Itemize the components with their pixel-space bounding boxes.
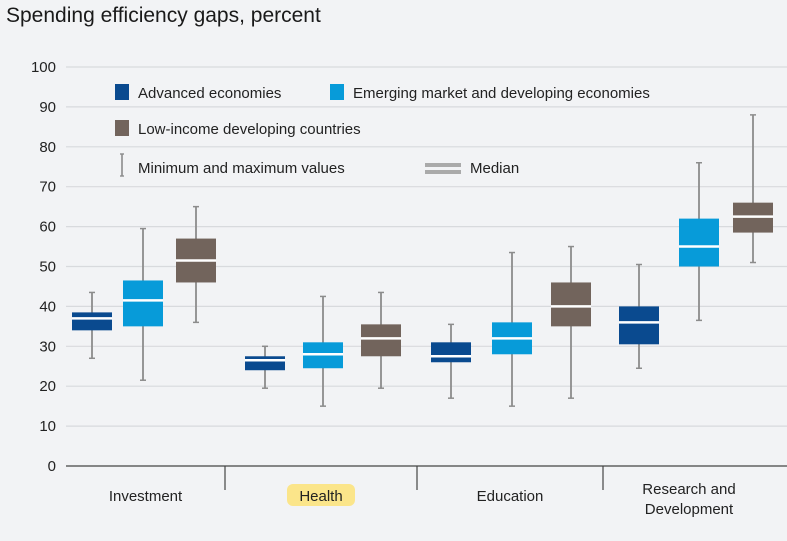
box-0-3 — [619, 306, 659, 345]
box-2-2 — [551, 282, 591, 327]
legend-label: Minimum and maximum values — [138, 160, 345, 177]
x-category-label: Development — [645, 501, 734, 518]
box-0-1 — [245, 356, 285, 371]
legend-median-icon — [425, 170, 461, 174]
x-category-label: Health — [299, 488, 342, 505]
x-category-label: Investment — [109, 488, 183, 505]
legend-label: Low-income developing countries — [138, 121, 361, 138]
chart-title: Spending efficiency gaps, percent — [6, 4, 321, 27]
y-tick-label: 50 — [39, 259, 56, 276]
y-tick-label: 70 — [39, 179, 56, 196]
box-2-1 — [361, 324, 401, 357]
y-tick-label: 100 — [31, 59, 56, 76]
category-highlight — [287, 484, 355, 506]
x-category-label: Education — [477, 488, 544, 505]
legend-label: Emerging market and developing economies — [353, 85, 650, 102]
y-tick-label: 30 — [39, 338, 56, 355]
y-tick-label: 0 — [48, 458, 56, 475]
legend-label: Advanced economies — [138, 85, 281, 102]
y-tick-label: 80 — [39, 139, 56, 156]
y-tick-label: 60 — [39, 219, 56, 236]
box-1-3 — [679, 218, 719, 267]
box-1-0 — [123, 280, 163, 327]
box-0-2 — [431, 342, 471, 363]
legend-swatch — [115, 84, 129, 100]
legend-swatch — [115, 120, 129, 136]
legend-median-icon — [425, 163, 461, 167]
box-0-0 — [72, 312, 112, 331]
y-tick-label: 90 — [39, 99, 56, 116]
y-tick-label: 40 — [39, 298, 56, 315]
legend-swatch — [330, 84, 344, 100]
y-tick-label: 10 — [39, 418, 56, 435]
x-category-label: Research and — [642, 481, 735, 498]
y-tick-label: 20 — [39, 378, 56, 395]
legend-label: Median — [470, 160, 519, 177]
